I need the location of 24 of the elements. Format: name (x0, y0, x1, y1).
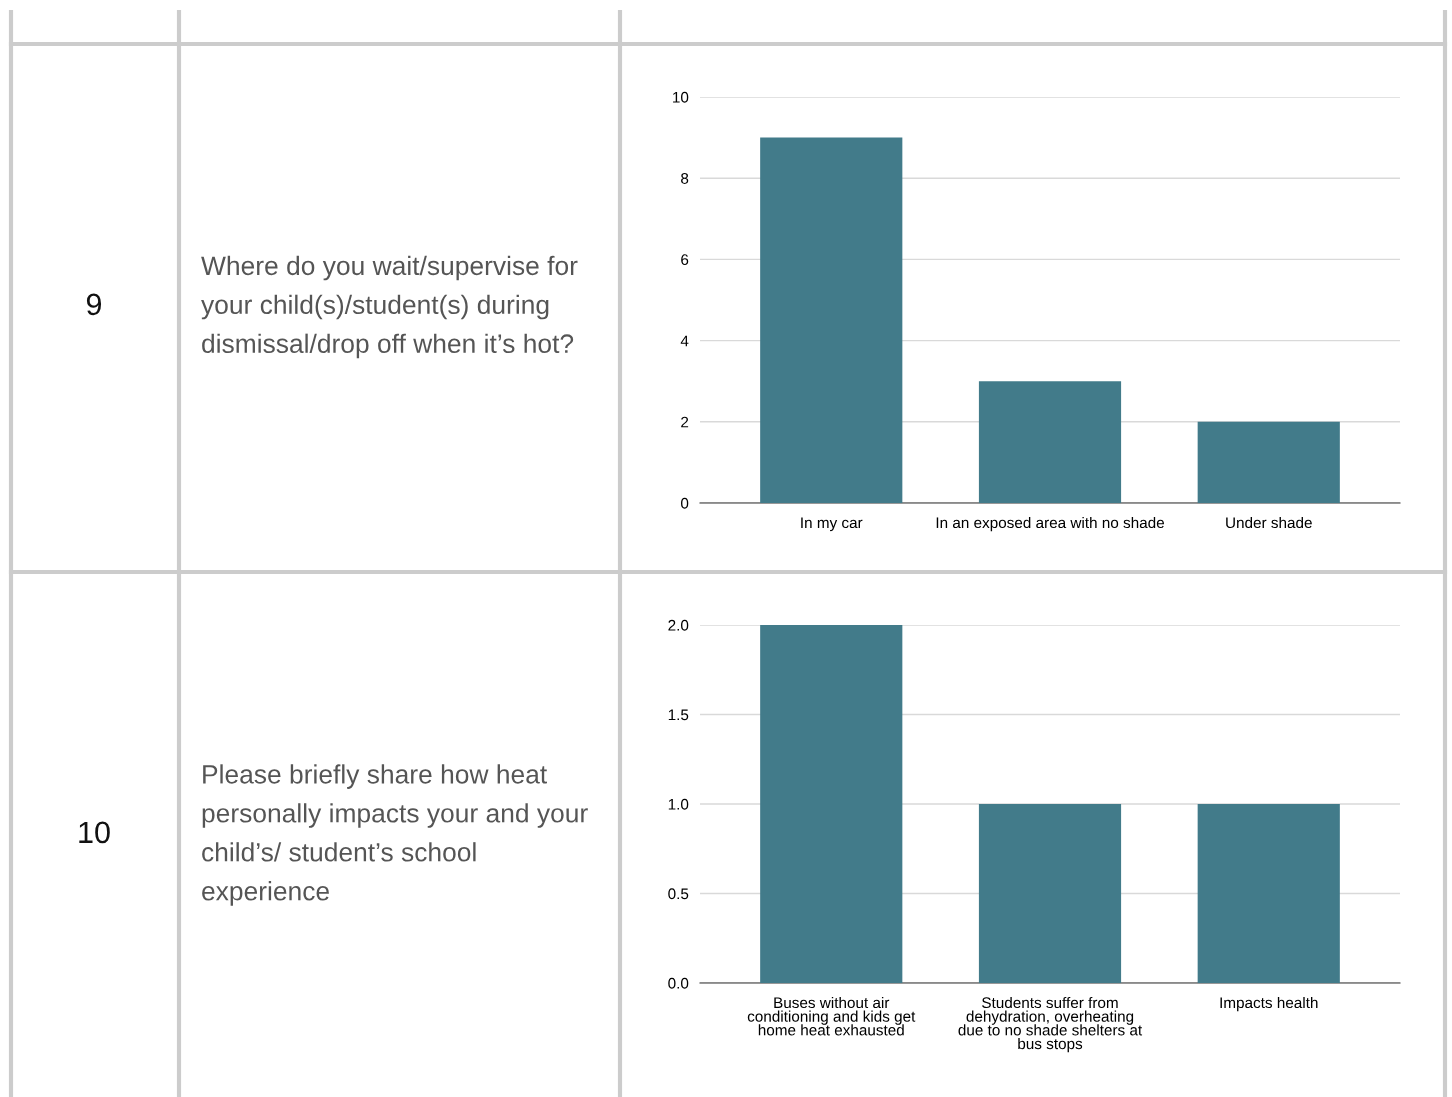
x-tick-label: Under shade (1226, 516, 1312, 529)
x-tick-label: In my car (801, 517, 863, 532)
text: Where do you wait/supervise for your child(s)/student(s) during dismissal/drop off when it’s hot? (201, 255, 578, 359)
bar (760, 137, 903, 503)
x-tick-label: In an exposed area with no shade (936, 516, 1164, 532)
y-tick-label: 1.5 (668, 709, 689, 721)
y-tick-label: 8 (681, 173, 689, 184)
y-tick-label: 2.0 (668, 619, 689, 631)
text: Please briefly share how heat personally impacts your and your child’s/ student’s school experience (202, 764, 588, 906)
y-tick-label: 0 (680, 497, 689, 509)
y-tick-label: 4 (680, 335, 689, 347)
y-tick-label: 0.0 (668, 977, 689, 989)
y-tick-label: 1.0 (668, 798, 689, 810)
y-tick-label: 0.5 (668, 888, 689, 900)
y-tick-label: 6 (681, 254, 689, 266)
bar (1197, 421, 1340, 503)
text: 9 (86, 293, 102, 316)
y-tick-label: 2 (681, 416, 689, 428)
y-tick-label: 10 (673, 91, 689, 103)
x-tick-label: Students suffer from dehydration, overheating due to no shade shelters at bus stops (958, 996, 1143, 1053)
bar (978, 381, 1122, 503)
text: 10 (79, 821, 110, 844)
x-tick-label: Impacts health (1220, 996, 1318, 1012)
x-tick-label: Buses without air conditioning and kids get home heat exhausted (747, 996, 916, 1036)
